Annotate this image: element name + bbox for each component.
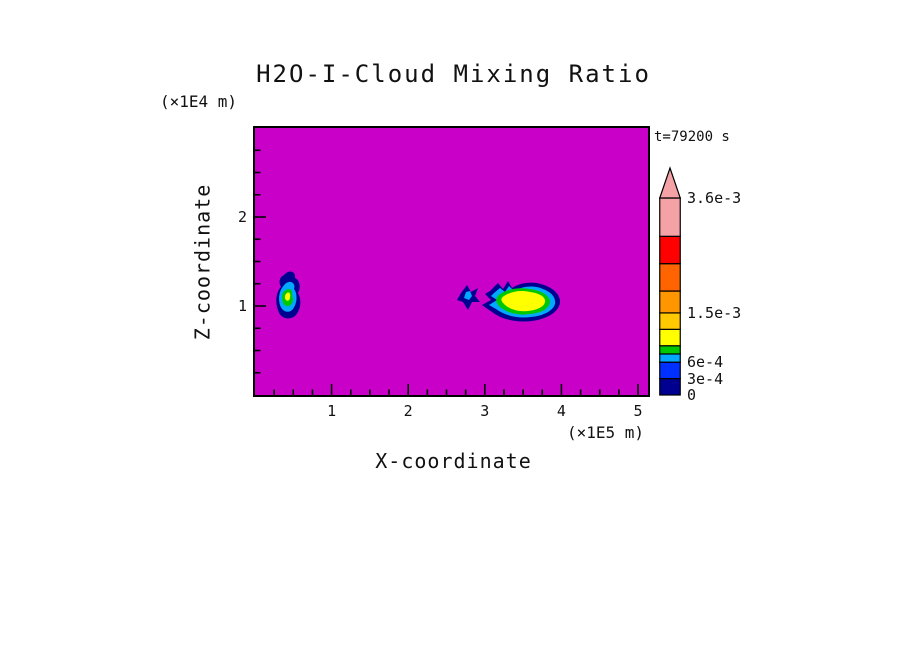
- y-axis-units: (×1E4 m): [160, 92, 238, 111]
- right-cloud-star-core: [464, 291, 472, 300]
- colorbar-segment: [659, 290, 681, 314]
- time-annotation: t=79200 s: [654, 129, 730, 145]
- x-axis-label: X-coordinate: [375, 449, 532, 473]
- colorbar-label: 0: [687, 386, 697, 404]
- left-cloud-core: [284, 292, 291, 301]
- colorbar: [659, 166, 681, 397]
- colorbar-segment: [659, 377, 681, 396]
- colorbar-label: 3.6e-3: [687, 189, 742, 207]
- plot-svg: [255, 149, 639, 395]
- x-tick-label: 5: [633, 402, 643, 420]
- x-tick-label: 3: [480, 402, 490, 420]
- colorbar-label: 1.5e-3: [687, 303, 742, 322]
- axis-ticks-layer: [255, 149, 639, 395]
- colorbar-svg: [659, 166, 681, 396]
- y-tick-label: 2: [237, 208, 247, 226]
- chart-title: H2O-I-Cloud Mixing Ratio: [256, 60, 651, 88]
- y-axis-label-wrap: Z-coordinate: [183, 128, 221, 395]
- colorbar-label: 6e-4: [687, 353, 724, 372]
- y-axis-label: Z-coordinate: [190, 183, 214, 340]
- colorbar-segment: [659, 345, 681, 355]
- colorbar-segment: [659, 353, 681, 363]
- y-tick-label: 1: [237, 297, 247, 315]
- x-tick-label: 4: [556, 402, 566, 420]
- x-axis-units: (×1E5 m): [567, 423, 645, 442]
- colorbar-label: 3e-4: [687, 369, 724, 388]
- colorbar-segment: [659, 328, 681, 347]
- x-tick-label: 2: [403, 402, 413, 420]
- colorbar-segment: [659, 312, 681, 330]
- x-tick-label: 1: [327, 402, 337, 420]
- colorbar-segment: [659, 361, 681, 380]
- cloud-contours-layer: [276, 271, 561, 322]
- right-cloud-core: [501, 291, 546, 312]
- colorbar-segment: [659, 235, 681, 265]
- colorbar-overflow-arrow: [659, 166, 681, 199]
- plot-area: [253, 126, 650, 397]
- colorbar-segment: [659, 263, 681, 292]
- colorbar-segment: [659, 197, 681, 237]
